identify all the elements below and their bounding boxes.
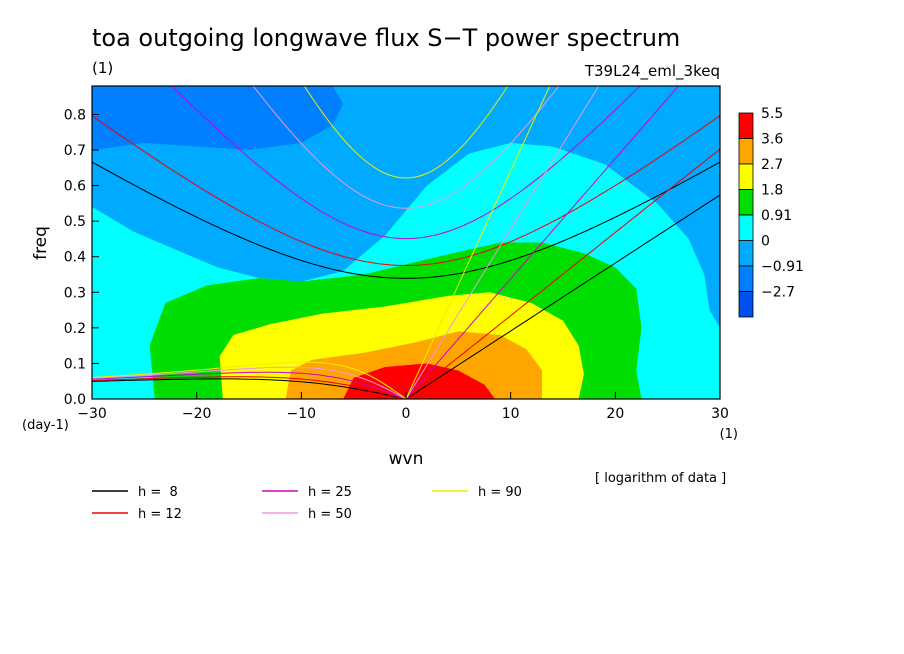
colorbar-label: 0 xyxy=(761,234,770,250)
colorbar-swatch xyxy=(738,240,754,267)
x-tick-label: −10 xyxy=(287,406,317,422)
log-note: [ logarithm of data ] xyxy=(595,471,726,486)
chart-title: toa outgoing longwave flux S−T power spe… xyxy=(92,24,680,52)
colorbar-swatch xyxy=(738,291,754,318)
y-tick-label: 0.1 xyxy=(64,356,86,372)
y-axis-label: freq xyxy=(31,226,51,260)
x-tick-label: 20 xyxy=(606,406,624,422)
dispersion-curve-gravity-h90 xyxy=(303,86,509,179)
y-tick-label: 0.2 xyxy=(64,321,86,337)
dispersion-curve-kelvin-h90 xyxy=(405,86,551,399)
colorbar-label: 0.91 xyxy=(761,208,792,224)
y-units: (day-1) xyxy=(22,418,69,433)
dispersion-curve-rossby-h90 xyxy=(92,361,407,399)
x-tick-label: 30 xyxy=(711,406,729,422)
colorbar-label: 5.5 xyxy=(761,106,783,122)
x-tick-label: 10 xyxy=(502,406,520,422)
legend-label-h90: h = 90 xyxy=(478,485,522,500)
legend-label-h50: h = 50 xyxy=(308,507,352,522)
x-axis-label: wvn xyxy=(389,449,424,469)
y-tick-label: 0.8 xyxy=(64,107,86,123)
colorbar: 5.5 3.6 2.7 1.8 0.91 0 −0.91 −2.7 xyxy=(738,106,804,318)
dispersion-curve-gravity-h50 xyxy=(252,86,560,209)
dispersion-curve-kelvin-h8 xyxy=(405,194,720,399)
colorbar-label: 2.7 xyxy=(761,157,783,173)
dispersion-curve-rossby-h8 xyxy=(92,378,407,399)
colorbar-label: −2.7 xyxy=(761,285,795,301)
colorbar-label: 3.6 xyxy=(761,132,783,148)
y-tick-label: 0.7 xyxy=(64,143,86,159)
dispersion-curve-gravity-h25 xyxy=(171,86,641,240)
contour-band-dark-blue xyxy=(92,86,344,150)
y-tick-label: 0.4 xyxy=(64,250,86,266)
colorbar-label: −0.91 xyxy=(761,259,804,275)
experiment-label: T39L24_eml_3keq xyxy=(584,62,720,81)
y-tick-label: 0.6 xyxy=(64,179,86,195)
dispersion-curve-rossby-h12 xyxy=(92,376,407,399)
dispersion-curve-gravity-h12 xyxy=(92,115,720,267)
dispersion-curve-kelvin-h50 xyxy=(405,86,600,399)
x-tick-label: −20 xyxy=(182,406,212,422)
colorbar-swatch xyxy=(738,163,754,190)
dispersion-curve-kelvin-h12 xyxy=(405,148,720,399)
y-tick-label: 0.5 xyxy=(64,214,86,230)
plot-area xyxy=(92,86,720,399)
colorbar-swatch xyxy=(738,189,754,216)
dispersion-curve-kelvin-h25 xyxy=(405,86,680,399)
colorbar-swatch xyxy=(738,214,754,241)
dispersion-curve-gravity-h8 xyxy=(92,161,720,279)
x-tick-label: −30 xyxy=(77,406,107,422)
colorbar-swatch xyxy=(738,138,754,165)
colorbar-swatch xyxy=(738,265,754,292)
dispersion-curves xyxy=(92,86,720,399)
x-tick-label: 0 xyxy=(402,406,411,422)
dispersion-curve-rossby-h25 xyxy=(92,371,407,399)
curve-legend: h = 8 h = 12 h = 25 h = 50 h = 90 xyxy=(92,485,522,522)
x-units: (1) xyxy=(720,427,738,442)
legend-label-h25: h = 25 xyxy=(308,485,352,500)
y-tick-label: 0.3 xyxy=(64,285,86,301)
title-units: (1) xyxy=(92,59,113,77)
colorbar-swatch xyxy=(738,112,754,139)
dispersion-curve-rossby-h50 xyxy=(92,366,407,399)
legend-label-h12: h = 12 xyxy=(138,507,182,522)
x-axis: −30 −20 −10 0 10 20 30 xyxy=(77,392,729,422)
y-tick-label: 0.0 xyxy=(64,392,86,408)
y-axis: 0.0 0.1 0.2 0.3 0.4 0.5 0.6 0.7 0.8 xyxy=(64,107,99,408)
legend-label-h8: h = 8 xyxy=(138,485,178,500)
colorbar-label: 1.8 xyxy=(761,183,783,199)
